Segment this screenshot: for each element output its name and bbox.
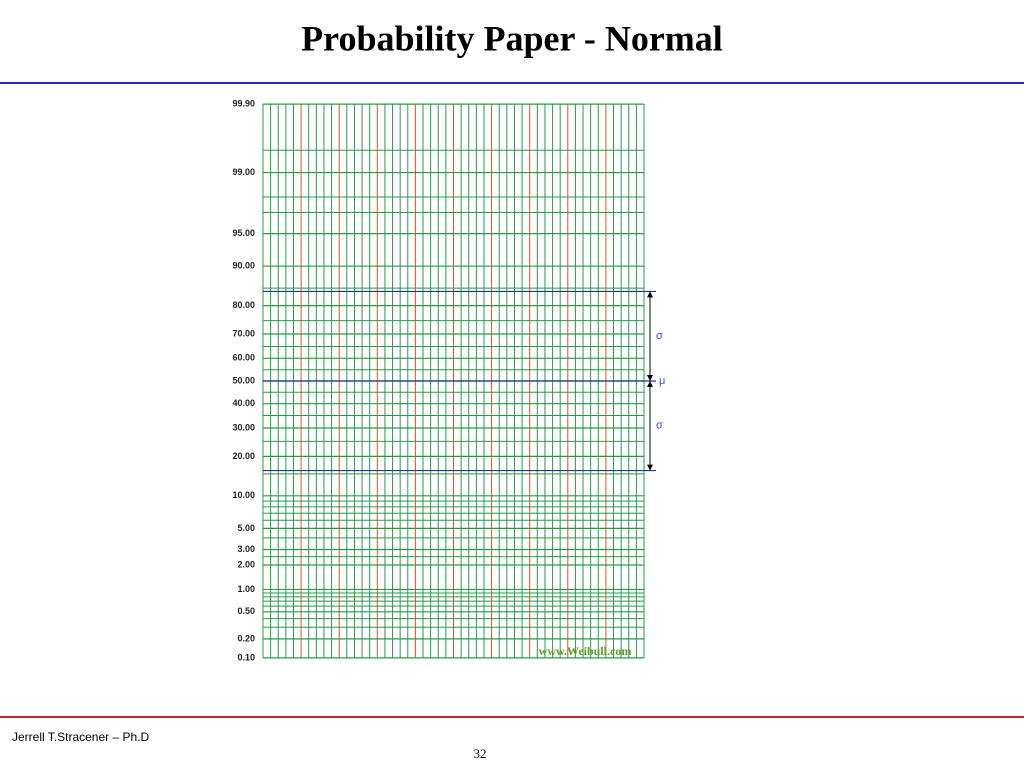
y-tick-label: 20.00 [232, 451, 255, 461]
probability-paper: 99.90 99.00 95.00 90.00 80.00 70.00 60.00 50.00… [232, 98, 665, 662]
y-tick-label: 40.00 [232, 398, 255, 408]
y-tick-label: 90.00 [232, 261, 255, 271]
y-tick-label: 3.00 [237, 544, 255, 554]
y-tick-label: 2.00 [237, 559, 255, 569]
bracket-arrow [647, 464, 653, 471]
y-tick-label: 0.10 [237, 652, 255, 662]
bracket-arrow [647, 291, 653, 298]
y-tick-label: 70.00 [232, 328, 255, 338]
mu-label: μ [659, 375, 665, 387]
y-tick-label: 10.00 [232, 490, 255, 500]
y-tick-label: 60.00 [232, 353, 255, 363]
sigma-label: σ [656, 420, 663, 432]
slide-title: Probability Paper - Normal [301, 18, 723, 58]
bracket-arrow [647, 381, 653, 387]
y-tick-label: 95.00 [232, 228, 255, 238]
y-tick-label: 99.90 [232, 98, 255, 108]
page-number: 32 [474, 746, 487, 761]
y-tick-label: 99.00 [232, 167, 255, 177]
watermark: www.Weibull.com [539, 644, 632, 658]
footer-author: Jerrell T.Stracener – Ph.D [12, 730, 150, 744]
y-tick-label: 1.00 [237, 584, 255, 594]
y-tick-label: 0.50 [237, 606, 255, 616]
y-tick-label: 30.00 [232, 422, 255, 432]
sigma-label: σ [656, 330, 663, 342]
bracket-arrow [647, 375, 653, 381]
y-tick-label: 5.00 [237, 523, 255, 533]
y-tick-label: 50.00 [232, 375, 255, 385]
y-tick-label: 0.20 [237, 633, 255, 643]
y-tick-label: 80.00 [232, 300, 255, 310]
